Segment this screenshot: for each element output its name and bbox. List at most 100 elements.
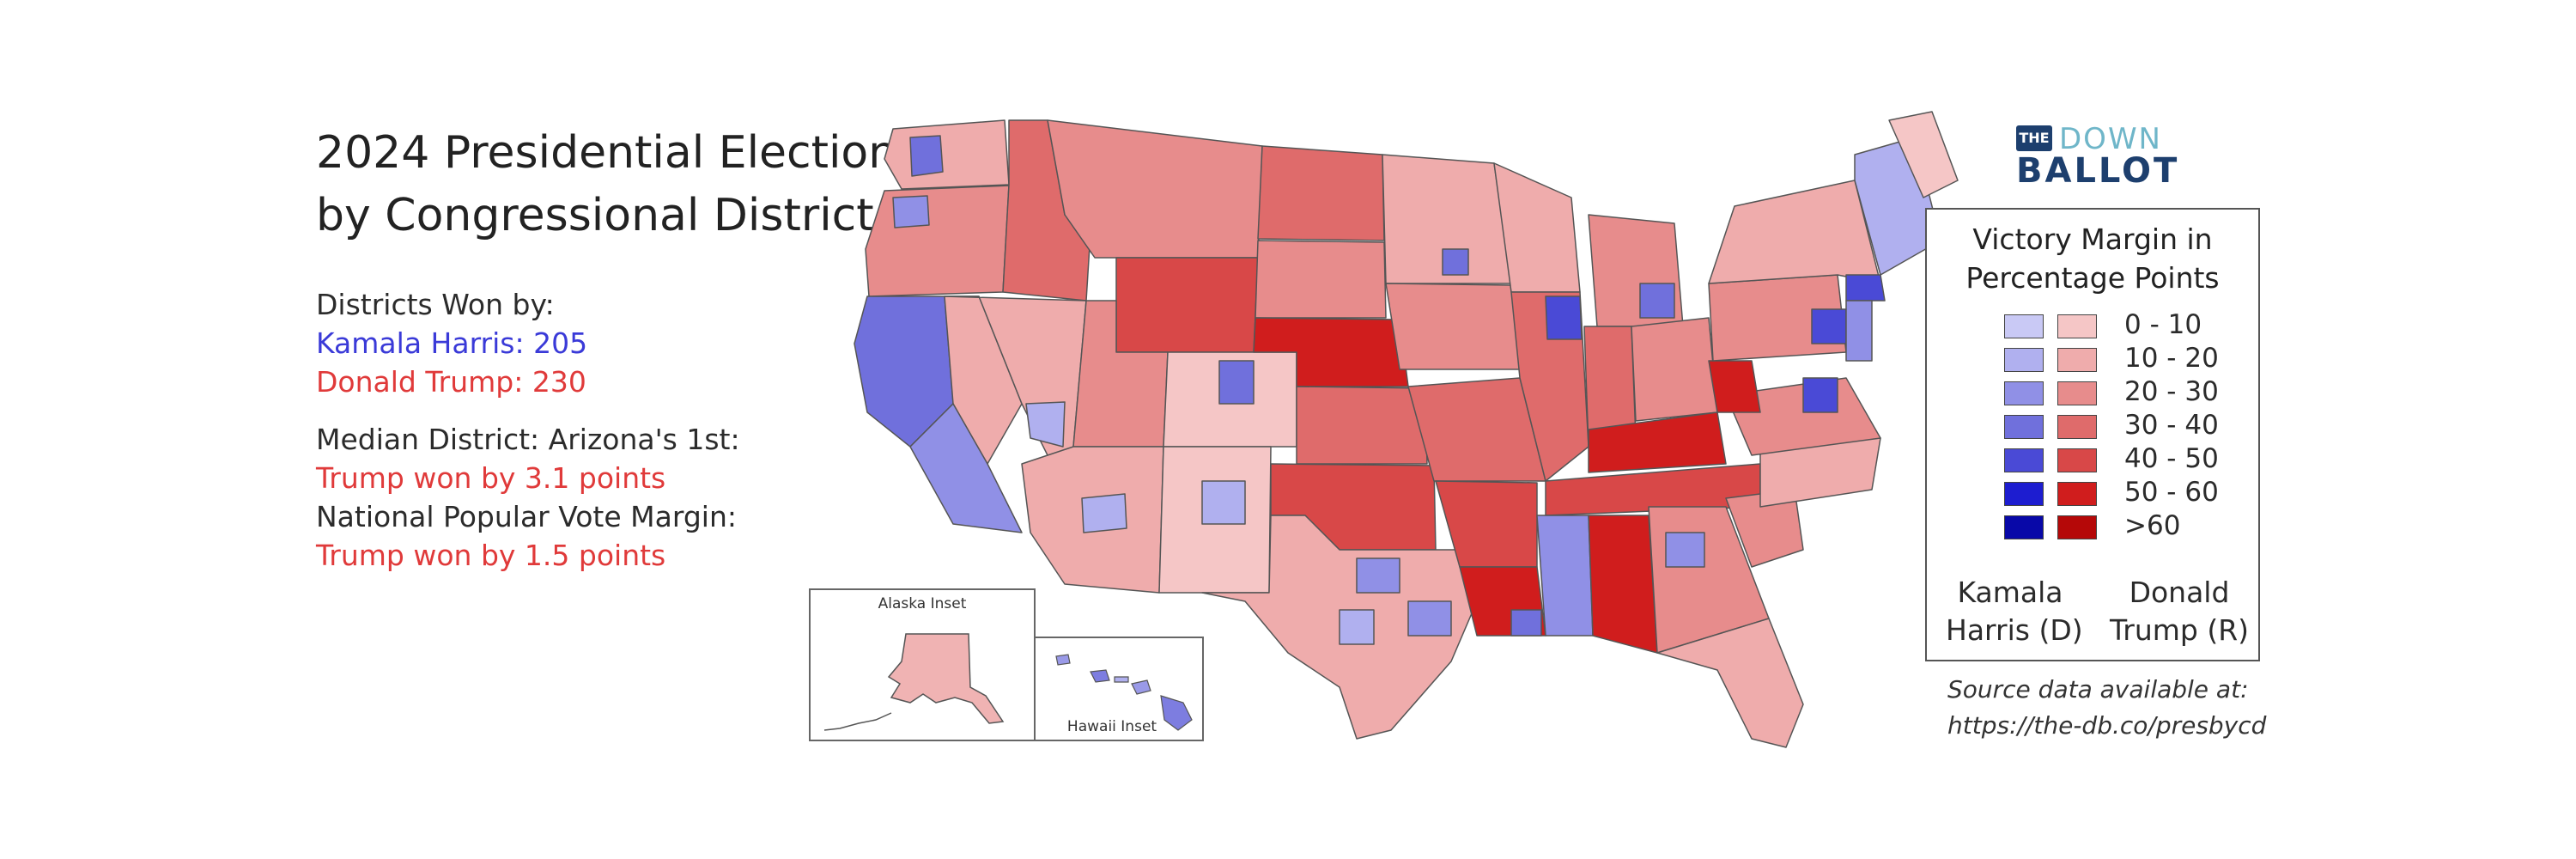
title-line-2: by Congressional District [316,190,874,241]
region-new-jersey [1845,300,1873,362]
region-florida [1656,618,1804,748]
region-dallas-area [1356,557,1400,594]
trump-swatch [2057,348,2097,372]
logo-down: DOWN [2059,122,2162,156]
region-new-orleans-area [1510,609,1542,637]
legend-range-label: 30 - 40 [2124,410,2219,441]
trump-label-line-1: Donald [2129,576,2230,609]
region-austin-area [1339,609,1375,645]
hawaii-inset-label: Hawaii Inset [1067,718,1157,735]
trump-swatch [2057,415,2097,439]
trump-swatch [2057,381,2097,405]
source-line-1: Source data available at: [1947,675,2249,704]
region-portland-area [892,195,930,228]
region-nyc-area [1845,274,1886,302]
state-shapes [854,111,1959,748]
legend-range-label: 40 - 50 [2124,443,2219,474]
region-seattle-area [909,135,944,177]
region-detroit-area [1639,283,1675,319]
harris-legend-label: Kamala Harris (D) [1946,574,2083,649]
popular-vote-label: National Popular Vote Margin: [316,500,737,533]
kauai [1055,654,1071,666]
region-alabama [1588,515,1658,654]
legend-row: 50 - 60 [1927,477,2258,509]
region-chicago-area [1545,295,1583,340]
harris-district-count: Kamala Harris: 205 [316,326,588,360]
region-minneapolis-area [1442,248,1469,276]
harris-swatch [2004,415,2044,439]
popular-vote-result: Trump won by 1.5 points [316,539,666,572]
legend-row: 10 - 20 [1927,343,2258,375]
harris-label-line-1: Kamala [1957,576,2063,609]
region-kentucky [1588,411,1727,473]
region-california-south [909,403,1023,533]
results-summary: Districts Won by: Kamala Harris: 205 Don… [316,285,740,575]
region-las-vegas [1025,401,1066,448]
alaska-inset-label: Alaska Inset [878,595,967,612]
harris-label-line-2: Harris (D) [1946,613,2083,647]
region-maine [1888,111,1959,198]
legend-title-line-2: Percentage Points [1965,261,2220,295]
median-district-label: Median District: Arizona's 1st: [316,423,740,456]
logo-the: THE [2016,125,2052,151]
harris-swatch [2004,348,2044,372]
trump-swatch [2057,515,2097,539]
legend-range-label: >60 [2124,510,2181,541]
alaska-shape [887,633,1005,724]
region-montana [1047,119,1263,259]
legend-range-label: 0 - 10 [2124,309,2202,340]
region-mississippi [1536,515,1594,637]
region-albuquerque-area [1201,480,1246,525]
legend-range-label: 10 - 20 [2124,343,2219,374]
region-oregon [865,185,1010,297]
region-philadelphia-area [1811,308,1847,344]
legend-title: Victory Margin in Percentage Points [1927,220,2258,297]
region-atlanta-area [1665,532,1705,568]
region-dc-area [1802,377,1838,413]
trump-label-line-2: Trump (R) [2109,613,2250,647]
legend-row: 40 - 50 [1927,443,2258,476]
hawaii-island [1160,695,1193,731]
harris-swatch [2004,448,2044,472]
legend-row: 30 - 40 [1927,410,2258,442]
districts-heading: Districts Won by: [316,288,555,321]
harris-swatch [2004,515,2044,539]
logo-ballot: BALLOT [2016,151,2180,191]
legend-range-label: 20 - 30 [2124,376,2219,407]
map-title: 2024 Presidential Election by Congressio… [316,122,896,247]
region-ohio [1631,317,1718,422]
source-line-2: https://the-db.co/presbycd [1947,711,2267,740]
region-new-york [1708,180,1881,284]
maui [1131,679,1151,695]
region-south-dakota [1255,240,1387,319]
legend-title-line-1: Victory Margin in [1972,222,2213,256]
trump-swatch [2057,448,2097,472]
molokai [1114,676,1129,683]
legend-row: 0 - 10 [1927,309,2258,342]
legend-range-label: 50 - 60 [2124,477,2219,508]
region-kansas [1296,386,1428,465]
trump-swatch [2057,482,2097,506]
region-west-virginia [1708,360,1761,413]
harris-swatch [2004,381,2044,405]
alaska-aleutians [823,712,892,731]
margin-legend: Victory Margin in Percentage Points 0 - … [1925,208,2260,661]
legend-row: 20 - 30 [1927,376,2258,409]
trump-legend-label: Donald Trump (R) [2107,574,2251,649]
harris-swatch [2004,482,2044,506]
trump-swatch [2057,314,2097,338]
region-phoenix-area [1081,493,1127,533]
region-wyoming [1115,257,1259,353]
region-iowa [1385,283,1521,370]
region-north-dakota [1257,145,1385,241]
down-ballot-logo: THE DOWN BALLOT [2016,122,2177,191]
region-houston-area [1407,600,1452,637]
harris-swatch [2004,314,2044,338]
trump-district-count: Donald Trump: 230 [316,365,586,399]
legend-row: >60 [1927,510,2258,543]
region-denver-area [1218,360,1255,405]
region-washington [884,119,1010,190]
oahu [1090,669,1110,683]
median-district-result: Trump won by 3.1 points [316,461,666,495]
